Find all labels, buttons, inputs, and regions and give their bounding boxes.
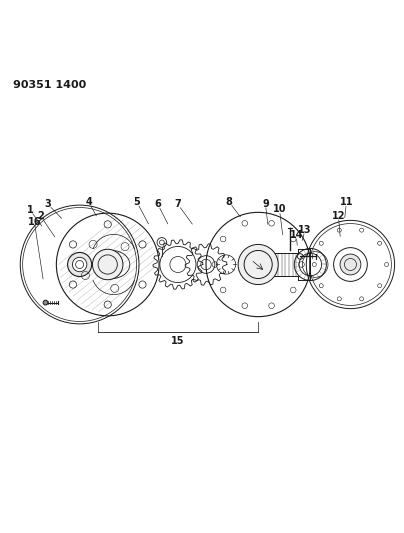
Circle shape [340,254,361,275]
Text: 14: 14 [290,230,303,240]
Circle shape [43,300,48,305]
Text: 4: 4 [86,197,92,207]
Text: 9: 9 [262,198,269,208]
Text: 13: 13 [299,224,312,235]
Circle shape [67,253,92,277]
Text: 10: 10 [273,204,286,214]
Text: 3: 3 [44,199,51,209]
Text: 1: 1 [27,205,34,215]
Text: 7: 7 [175,199,181,209]
Text: 5: 5 [134,197,140,207]
Text: 16: 16 [27,216,41,227]
Text: 8: 8 [226,197,233,207]
Text: 15: 15 [171,335,185,345]
Text: 2: 2 [37,211,44,221]
Text: 6: 6 [154,199,161,209]
Text: 90351 1400: 90351 1400 [13,80,87,90]
Circle shape [238,245,278,285]
Text: 11: 11 [340,197,353,207]
Circle shape [72,257,87,272]
Circle shape [93,249,123,280]
Text: 12: 12 [332,211,345,221]
